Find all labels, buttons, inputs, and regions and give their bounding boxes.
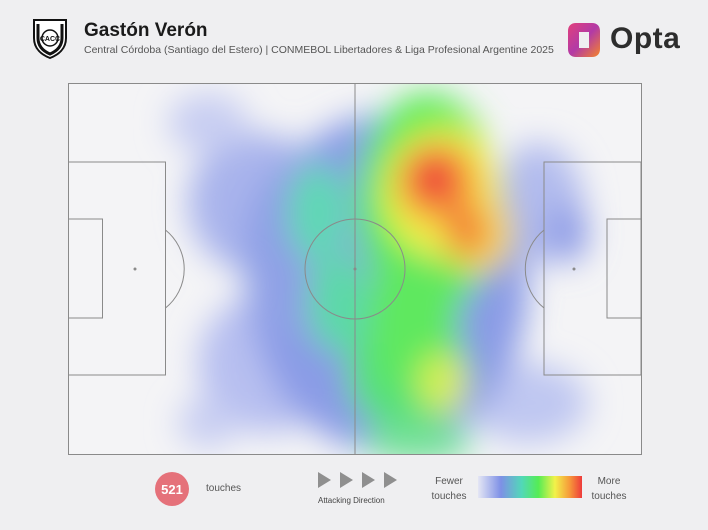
- play-arrow-icon: [340, 472, 353, 488]
- legend-fewer-label: Fewer touches: [431, 476, 467, 502]
- play-arrow-icon: [362, 472, 375, 488]
- play-arrow-icon: [384, 472, 397, 488]
- attacking-direction-label: Attacking Direction: [318, 496, 385, 505]
- legend-more-label: More touches: [591, 476, 627, 502]
- brand-name: Opta: [610, 22, 681, 55]
- play-arrow-icon: [318, 472, 331, 488]
- competition-subtitle: Central Córdoba (Santiago del Estero) | …: [84, 44, 554, 56]
- heatmap-pitch: [68, 83, 642, 455]
- touch-count-label: touches: [206, 483, 242, 494]
- touch-count-badge: 521: [155, 472, 189, 506]
- heatmap-legend-bar: [478, 476, 582, 498]
- attacking-direction-arrows: [318, 472, 397, 488]
- opta-logo-icon: [568, 23, 600, 57]
- crest-text: CACC: [40, 36, 60, 43]
- player-name: Gastón Verón: [84, 20, 208, 41]
- club-crest-icon: CACC: [33, 19, 67, 60]
- heatmap-layer: [168, 93, 588, 455]
